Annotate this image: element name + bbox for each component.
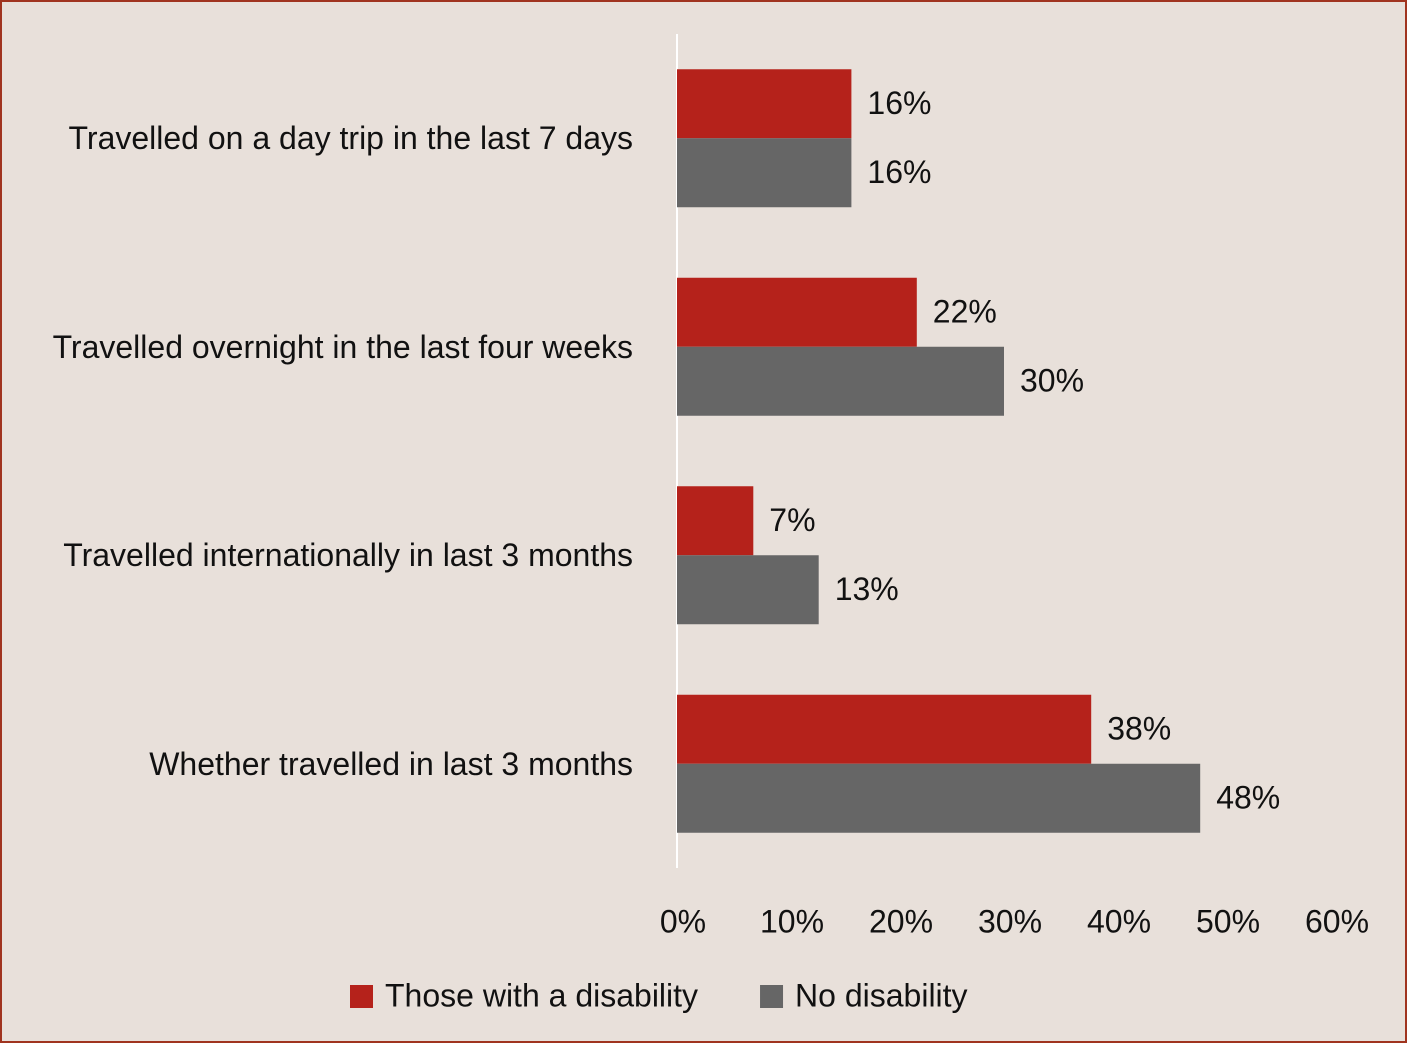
bar (677, 69, 852, 139)
y-tick-label: Travelled on a day trip in the last 7 da… (68, 120, 633, 157)
data-label: 13% (835, 571, 899, 607)
category-label-box: Travelled on a day trip in the last 7 da… (33, 68, 633, 208)
x-tick-label: 20% (869, 903, 933, 939)
data-label: 22% (933, 294, 997, 330)
bar (677, 346, 1004, 416)
x-tick-label: 40% (1087, 903, 1151, 939)
legend-swatch (760, 985, 784, 1008)
data-label: 48% (1216, 780, 1280, 816)
bar (677, 555, 819, 625)
category-label-box: Travelled overnight in the last four wee… (33, 277, 633, 417)
x-tick-label: 30% (978, 903, 1042, 939)
category-label-box: Travelled internationally in last 3 mont… (33, 485, 633, 625)
data-label: 7% (769, 502, 815, 538)
category-label-box: Whether travelled in last 3 months (33, 694, 633, 834)
bar (677, 694, 1092, 764)
x-tick-label: 60% (1305, 903, 1369, 939)
data-label: 30% (1020, 363, 1084, 399)
bar (677, 486, 754, 556)
legend-label: Those with a disability (385, 977, 698, 1013)
y-tick-label: Travelled internationally in last 3 mont… (63, 537, 633, 574)
bar (677, 277, 917, 347)
data-label: 16% (867, 154, 931, 190)
x-tick-label: 0% (660, 903, 706, 939)
data-label: 38% (1107, 711, 1171, 747)
y-tick-label: Travelled overnight in the last four wee… (52, 328, 633, 365)
x-tick-label: 50% (1196, 903, 1260, 939)
legend-swatch (350, 985, 373, 1008)
legend-label: No disability (795, 977, 968, 1013)
bar (677, 763, 1201, 833)
y-tick-label: Whether travelled in last 3 months (149, 745, 633, 782)
x-tick-label: 10% (760, 903, 824, 939)
bar (677, 138, 852, 208)
data-label: 16% (867, 85, 931, 121)
